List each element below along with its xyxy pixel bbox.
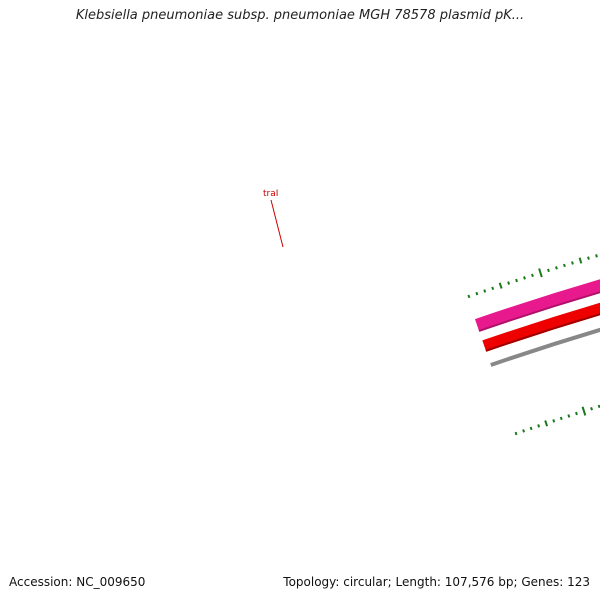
tick-mark (555, 266, 558, 270)
tick-mark (529, 426, 533, 431)
tick-mark (567, 414, 571, 418)
accession-info: Accession: NC_009650 (9, 575, 145, 589)
pink-feature-track[interactable] (474, 170, 600, 332)
tick-mark (538, 268, 543, 278)
tick-mark (531, 273, 534, 278)
inner-tick-marks (514, 404, 600, 436)
tick-mark (547, 268, 550, 273)
tick-mark (595, 254, 598, 258)
tick-mark (537, 424, 541, 428)
outer-tick-marks (467, 254, 598, 299)
tick-mark (587, 256, 590, 260)
tick-mark (559, 416, 563, 421)
tick-mark (563, 263, 566, 268)
tick-mark (515, 278, 518, 283)
gene-label-trai[interactable]: traI (263, 189, 278, 199)
tick-mark (590, 407, 593, 411)
accession-label: Accession: (9, 575, 73, 589)
gene-label-pointer (270, 199, 284, 248)
tick-mark (597, 404, 600, 409)
tick-mark (507, 281, 511, 285)
tick-mark (498, 282, 503, 289)
map-title: Klebsiella pneumoniae subsp. pneumoniae … (75, 8, 525, 23)
tick-mark (581, 406, 587, 416)
tick-mark (483, 289, 487, 293)
tick-mark (467, 294, 471, 299)
accession-value: NC_009650 (76, 575, 146, 589)
tick-mark (575, 411, 578, 416)
tick-mark (514, 431, 518, 436)
tick-mark (552, 419, 556, 423)
tick-mark (475, 291, 479, 296)
tick-mark (578, 257, 583, 264)
tick-mark (522, 429, 526, 433)
tick-mark (571, 261, 574, 265)
tick-mark (523, 276, 526, 280)
tick-mark (544, 420, 549, 427)
map-summary: Topology: circular; Length: 107,576 bp; … (283, 575, 590, 589)
tick-mark (491, 286, 495, 291)
